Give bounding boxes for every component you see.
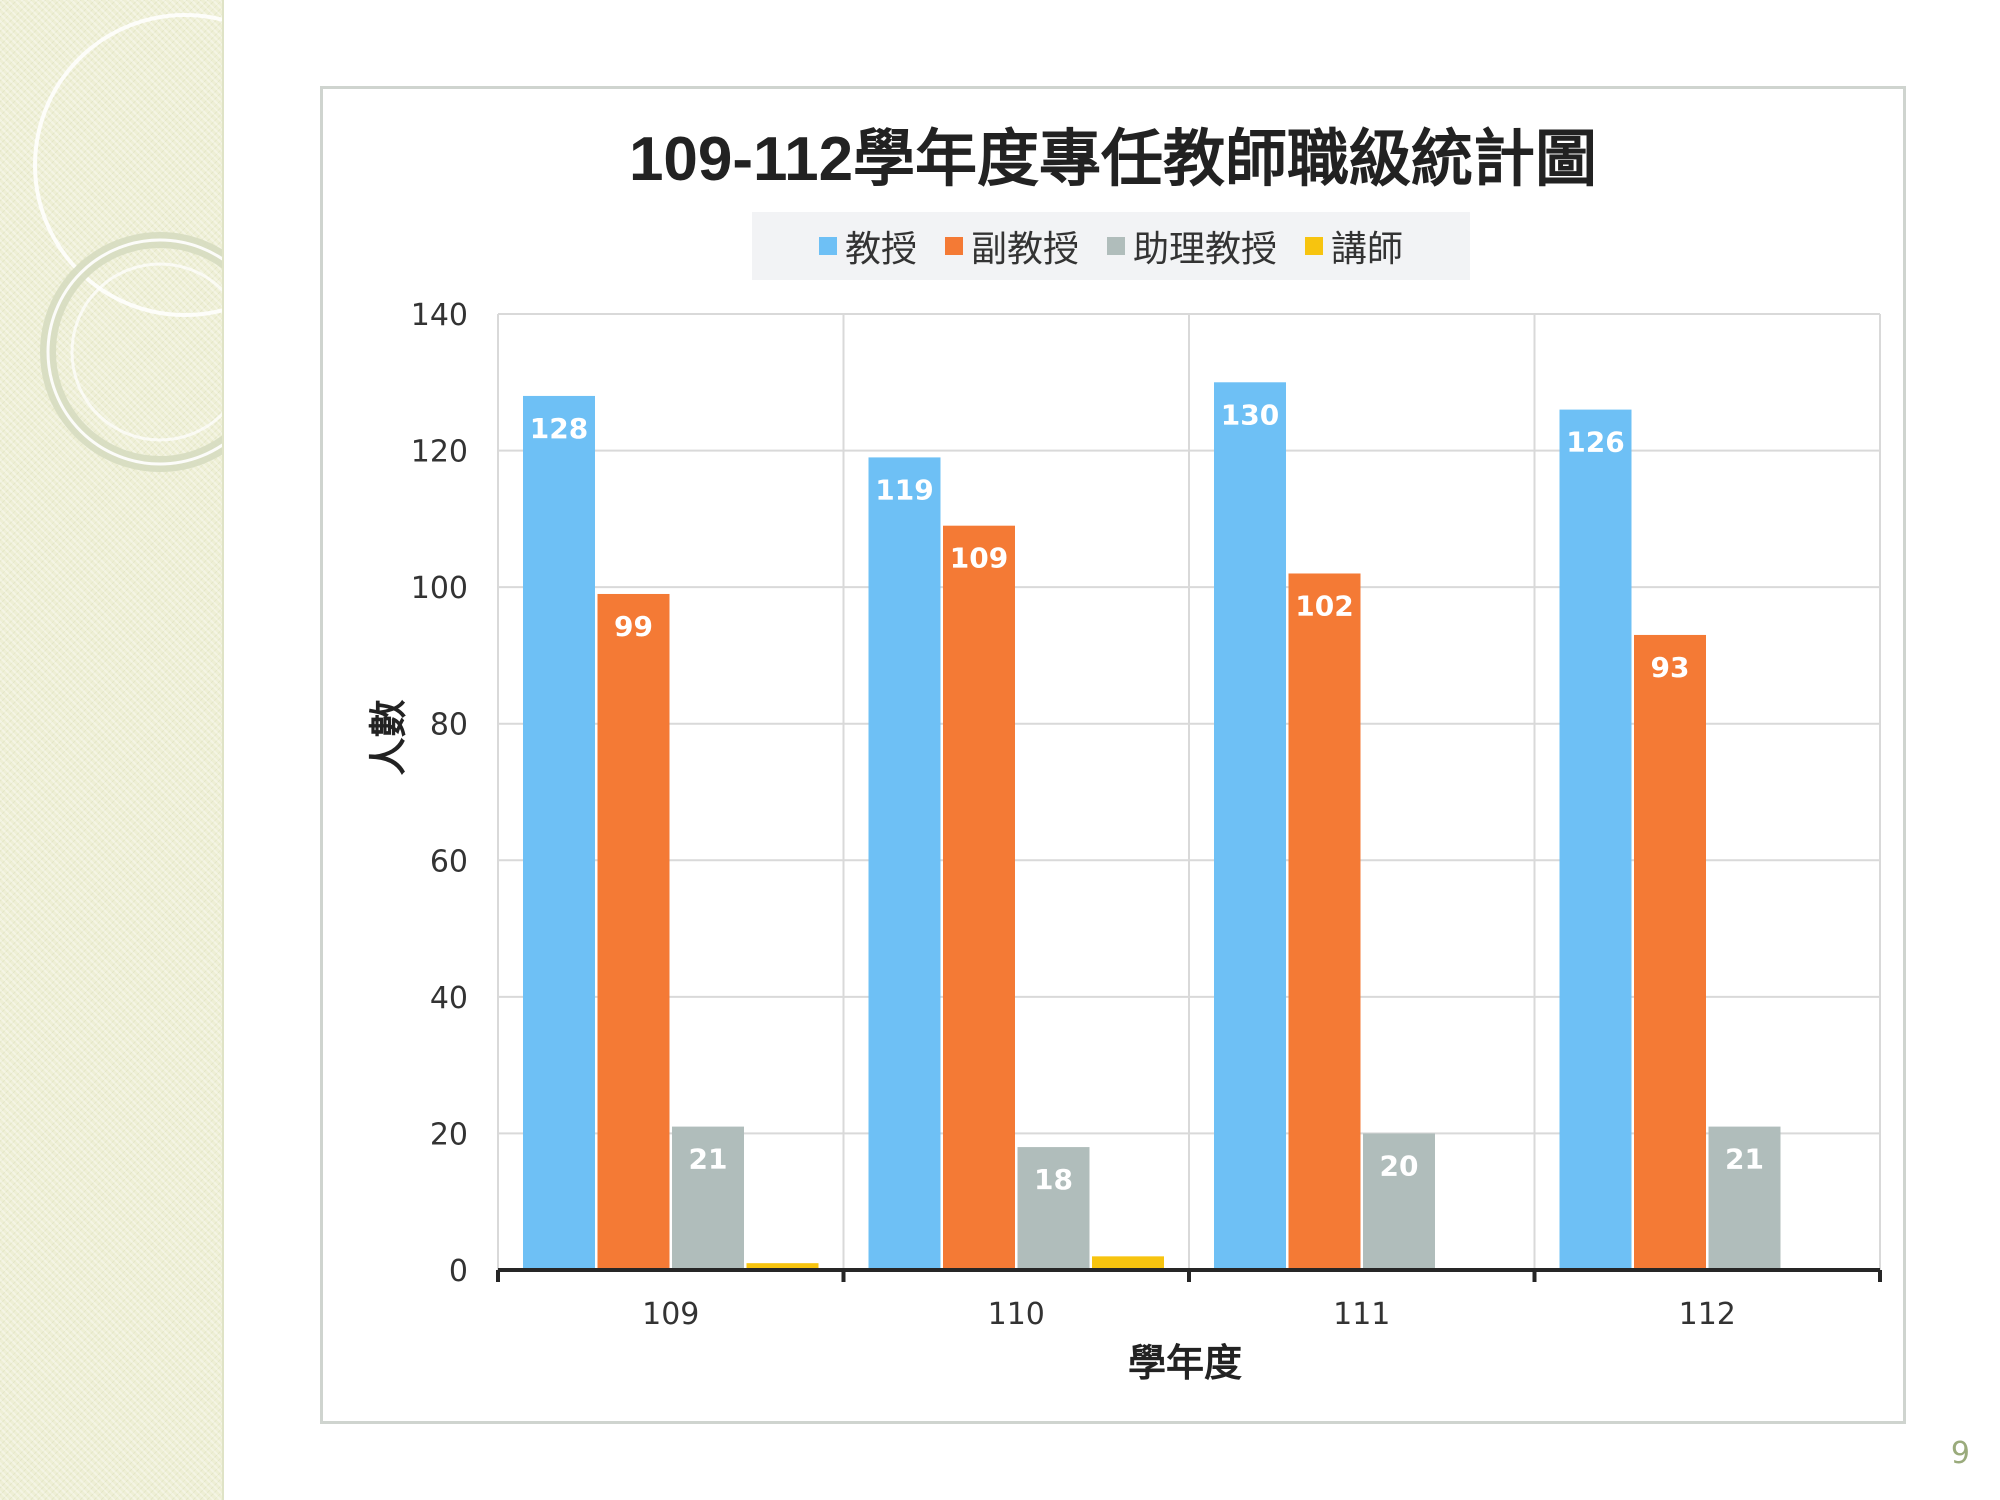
bar [672, 1126, 744, 1270]
decorative-side-panel [0, 0, 224, 1500]
legend-swatch [1107, 237, 1125, 255]
chart-title: 109-112學年度專任教師職級統計圖 [628, 125, 1598, 194]
bar [1214, 382, 1286, 1270]
bar [1288, 573, 1361, 1270]
bar [1559, 409, 1632, 1271]
bar [1017, 1147, 1090, 1270]
bar [1092, 1256, 1164, 1270]
legend-item-professor: 教授 [818, 220, 917, 272]
data-label: 20 [1380, 1149, 1419, 1182]
legend-label: 講師 [1331, 229, 1404, 270]
y-tick-label: 120 [411, 435, 468, 470]
data-label: 93 [1651, 651, 1690, 684]
page-number: 9 [1950, 1436, 1970, 1471]
bar [1634, 634, 1706, 1270]
data-label: 119 [875, 473, 933, 506]
legend-item-associate-professor: 副教授 [944, 220, 1079, 272]
bar [523, 395, 595, 1270]
x-axis-title: 學年度 [1127, 1341, 1242, 1385]
legend-swatch [944, 237, 963, 255]
y-tick-label: 0 [449, 1254, 468, 1289]
data-label: 130 [1221, 398, 1279, 431]
y-tick-label: 80 [430, 708, 468, 743]
x-tick-label: 110 [988, 1297, 1045, 1332]
x-tick-label: 109 [642, 1297, 699, 1332]
legend-swatch [818, 237, 837, 255]
bar [868, 457, 941, 1270]
data-label: 126 [1566, 426, 1624, 459]
y-tick-label: 140 [411, 298, 468, 333]
bar [597, 593, 670, 1270]
bar [1708, 1126, 1781, 1270]
legend-label: 副教授 [970, 229, 1079, 270]
y-tick-label: 60 [430, 844, 468, 879]
y-tick-label: 100 [411, 571, 468, 606]
legend-item-assistant-professor: 助理教授 [1107, 220, 1277, 272]
data-label: 21 [1725, 1143, 1764, 1176]
bar [1363, 1133, 1435, 1270]
data-label: 102 [1295, 589, 1353, 622]
y-tick-label: 20 [430, 1117, 468, 1152]
data-label: 21 [689, 1143, 728, 1176]
legend-label: 助理教授 [1133, 229, 1278, 270]
decorative-rings [33, 13, 222, 472]
chart-legend: 教授 副教授 助理教授 講師 [752, 212, 1470, 280]
bar [746, 1263, 819, 1270]
y-tick-label: 40 [430, 981, 468, 1016]
data-label: 109 [950, 542, 1008, 575]
x-tick-label: 111 [1333, 1297, 1390, 1332]
data-label: 18 [1034, 1163, 1073, 1196]
legend-item-lecturer: 講師 [1305, 220, 1403, 272]
legend-swatch [1305, 237, 1324, 255]
x-tick-label: 112 [1679, 1297, 1736, 1332]
data-label: 99 [614, 610, 653, 643]
bar [943, 525, 1015, 1270]
data-label: 128 [530, 412, 588, 445]
legend-label: 教授 [844, 229, 917, 270]
